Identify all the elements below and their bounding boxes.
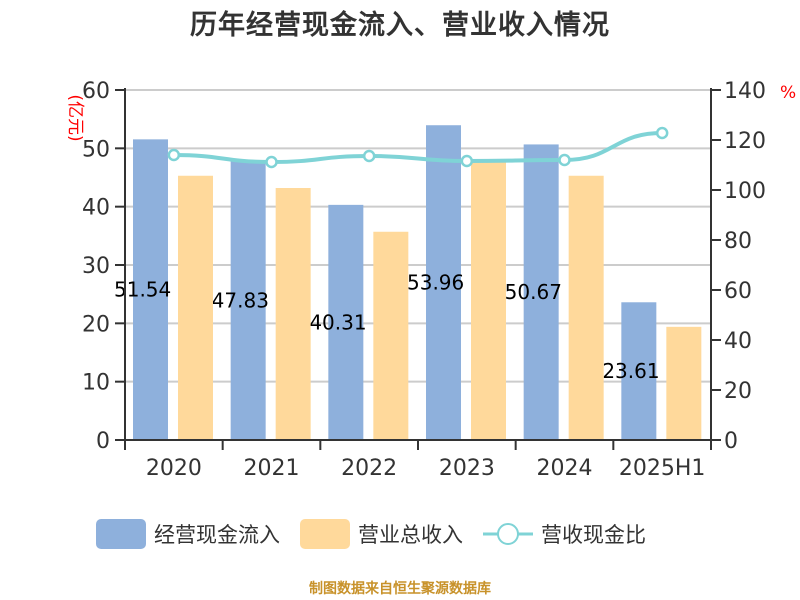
- legend-swatch-cash-inflow: [96, 519, 146, 549]
- right-tick-label: 40: [724, 329, 752, 354]
- right-tick-label: 0: [724, 429, 738, 454]
- legend-item-ratio[interactable]: 营收现金比: [483, 519, 646, 549]
- left-tick-label: 0: [96, 429, 110, 454]
- ratio-line-path: [173, 131, 663, 165]
- bar-revenue: [568, 175, 604, 440]
- line-marker-icon: [483, 523, 533, 545]
- legend-label: 经营现金流入: [154, 523, 280, 547]
- chart-title: 历年经营现金流入、营业收入情况: [190, 10, 610, 41]
- bar-cash-inflow: [523, 144, 559, 441]
- bar-revenue: [373, 231, 409, 440]
- data-label: 23.61: [602, 359, 659, 383]
- left-tick-label: 50: [82, 137, 110, 162]
- left-tick-label: 40: [82, 196, 110, 221]
- left-tick-label: 20: [82, 312, 110, 337]
- x-tick-label: 2025H1: [619, 456, 706, 481]
- legend-label: 营收现金比: [541, 523, 646, 547]
- legend-label: 营业总收入: [358, 523, 463, 547]
- ratio-point: [362, 149, 376, 163]
- x-tick-label: 2021: [244, 456, 300, 481]
- ratio-point: [167, 148, 181, 162]
- right-tick-label: 120: [724, 129, 766, 154]
- ratio-line: [167, 126, 669, 169]
- legend-item-cash-inflow[interactable]: 经营现金流入: [96, 519, 280, 549]
- bar-revenue: [178, 175, 213, 440]
- legend: 经营现金流入 营业总收入 营收现金比: [96, 517, 666, 551]
- bar-cash-inflow: [133, 139, 168, 440]
- right-tick-label: 100: [724, 179, 766, 204]
- data-label: 47.83: [212, 288, 269, 312]
- left-tick-label: 10: [82, 371, 110, 396]
- gridlines: [125, 89, 711, 383]
- right-tick-label: 80: [724, 229, 752, 254]
- ratio-point: [558, 153, 571, 167]
- bar-revenue: [666, 326, 702, 440]
- axes: 0 10 20 30 40 50 60 0 20 40 60 80 100 120 140 2020 2021 2…: [65, 79, 796, 481]
- ratio-point: [460, 154, 474, 168]
- data-label: 40.31: [309, 310, 366, 334]
- left-tick-label: 60: [82, 79, 110, 104]
- legend-swatch-revenue: [300, 519, 350, 549]
- left-axis-unit-label: (亿元): [65, 94, 85, 141]
- bars: 51.54 47.83 40.31 53.96 50.67 23.61: [114, 125, 702, 441]
- left-tick-label: 30: [82, 254, 110, 279]
- right-tick-label: 140: [724, 79, 766, 104]
- x-tick-label: 2024: [537, 456, 593, 481]
- ratio-point: [655, 126, 669, 140]
- right-axis-unit-label: %: [780, 83, 796, 103]
- bar-cash-inflow: [621, 302, 657, 440]
- bar-cash-inflow: [230, 160, 266, 440]
- bar-cash-inflow: [328, 204, 364, 440]
- right-tick-label: 60: [724, 279, 752, 304]
- data-label: 53.96: [407, 271, 464, 295]
- right-tick-label: 20: [724, 379, 752, 404]
- bar-revenue: [471, 160, 506, 440]
- data-label: 50.67: [505, 280, 562, 304]
- bar-revenue: [275, 188, 311, 440]
- source-note: 制图数据来自恒生聚源数据库: [309, 581, 491, 597]
- ratio-point: [265, 155, 278, 169]
- x-tick-label: 2023: [439, 456, 495, 481]
- bar-cash-inflow: [426, 125, 461, 440]
- x-tick-label: 2022: [341, 456, 397, 481]
- legend-item-revenue[interactable]: 营业总收入: [300, 519, 463, 549]
- data-label: 51.54: [114, 278, 171, 302]
- x-tick-label: 2020: [146, 456, 202, 481]
